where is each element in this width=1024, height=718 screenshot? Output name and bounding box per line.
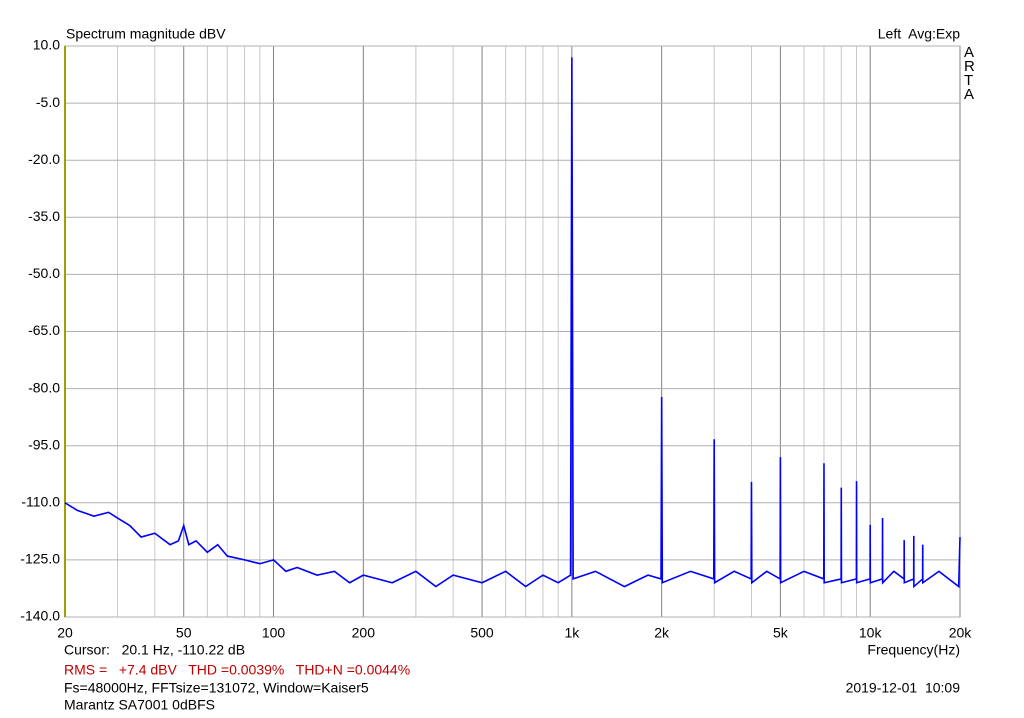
spectrum-line	[64, 57, 961, 589]
x-tick-label: 2k	[654, 625, 670, 641]
timestamp: 2019-12-01 10:09	[846, 680, 961, 696]
y-tick-label: -35.0	[28, 208, 60, 224]
x-tick-label: 5k	[773, 625, 789, 641]
x-tick-label: 1k	[564, 625, 580, 641]
chart-title: Spectrum magnitude dBV	[66, 26, 226, 42]
x-tick-label: 20k	[949, 625, 973, 641]
y-tick-label: -95.0	[28, 436, 60, 452]
device: Marantz SA7001 0dBFS	[64, 697, 215, 713]
brand: ARTA	[964, 44, 975, 103]
x-tick-label: 500	[470, 625, 494, 641]
y-tick-label: -140.0	[20, 608, 60, 624]
settings: Fs=48000Hz, FFTsize=131072, Window=Kaise…	[64, 680, 369, 696]
y-tick-label: -5.0	[36, 94, 60, 110]
y-tick-label: -80.0	[28, 379, 60, 395]
y-tick-label: -110.0	[21, 494, 60, 510]
y-tick-label: -65.0	[28, 322, 60, 338]
y-tick-label: 10.0	[33, 37, 60, 53]
y-tick-label: -125.0	[20, 551, 60, 567]
y-tick-label: -50.0	[28, 265, 60, 281]
x-tick-label: 50	[176, 625, 192, 641]
cursor: Cursor: 20.1 Hz, -110.22 dB	[64, 642, 245, 658]
measurements: RMS = +7.4 dBV THD =0.0039% THD+N =0.004…	[64, 662, 410, 678]
x-tick-label: 10k	[859, 625, 883, 641]
y-tick-label: -20.0	[28, 151, 60, 167]
status: Left Avg:Exp	[878, 26, 960, 42]
x-tick-label: 100	[262, 625, 286, 641]
x-axis-label: Frequency(Hz)	[867, 642, 960, 658]
x-tick-label: 200	[352, 625, 376, 641]
x-tick-label: 20	[57, 625, 73, 641]
